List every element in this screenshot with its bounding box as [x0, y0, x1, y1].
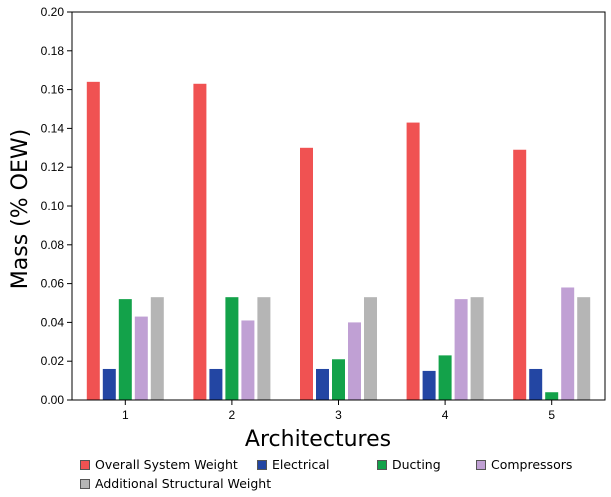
- y-tick-label: 0.08: [41, 238, 65, 252]
- y-tick-label: 0.16: [41, 83, 65, 97]
- bar-compressors-1: [134, 316, 148, 400]
- bar-compressors-3: [348, 322, 361, 400]
- y-tick-label: 0.10: [41, 199, 65, 213]
- bar-electrical-3: [316, 368, 329, 400]
- legend-label: Electrical: [272, 457, 330, 472]
- bar-overall-system-weight-4: [406, 122, 420, 400]
- x-tick-label: 1: [122, 408, 129, 422]
- y-axis: 0.00 0.02 0.04 0.06 0.08 0.10 0.12 0.14 0.16 0.18…: [41, 5, 72, 407]
- y-tick-label: 0.12: [41, 160, 65, 174]
- legend-item-ducting: Ducting: [377, 457, 441, 472]
- plot-frame: [71, 11, 606, 401]
- legend-swatch: [80, 478, 90, 489]
- bar-ducting-5: [545, 392, 559, 400]
- y-tick-label: 0.14: [41, 121, 65, 135]
- legend-swatch: [257, 459, 267, 470]
- legend-item-compressors: Compressors: [476, 457, 572, 472]
- bar-compressors-4: [454, 299, 468, 400]
- x-tick-label: 4: [442, 408, 449, 422]
- bar-additional-structural-weight-2: [257, 297, 271, 400]
- legend-label: Overall System Weight: [95, 457, 238, 472]
- x-tick-label: 3: [335, 408, 342, 422]
- legend-swatch: [80, 459, 90, 470]
- bar-additional-structural-weight-5: [577, 297, 591, 400]
- y-tick-label: 0.02: [41, 354, 65, 368]
- bar-compressors-5: [561, 287, 575, 400]
- legend-item-electrical: Electrical: [257, 457, 329, 472]
- legend-label: Compressors: [491, 457, 573, 472]
- x-axis: 1 2 3 4 5: [122, 400, 555, 422]
- bar-electrical-5: [529, 368, 543, 400]
- bar-electrical-1: [102, 368, 116, 400]
- bar-ducting-1: [118, 299, 132, 400]
- legend-swatch: [377, 459, 387, 470]
- y-tick-label: 0.00: [41, 393, 65, 407]
- x-tick-label: 2: [229, 408, 236, 422]
- bar-overall-system-weight-2: [193, 83, 207, 400]
- bar-compressors-2: [241, 320, 255, 400]
- y-tick-label: 0.04: [41, 315, 65, 329]
- legend-item-additional-structural-weight: Additional Structural Weight: [80, 476, 271, 491]
- bar-overall-system-weight-5: [513, 149, 527, 400]
- bar-overall-system-weight-3: [300, 147, 313, 400]
- bar-additional-structural-weight-3: [364, 297, 377, 400]
- y-tick-label: 0.20: [41, 5, 65, 19]
- bar-electrical-4: [422, 370, 436, 400]
- bar-additional-structural-weight-4: [470, 297, 484, 400]
- legend-label: Additional Structural Weight: [95, 476, 272, 491]
- bar-electrical-2: [209, 368, 223, 400]
- bar-ducting-3: [332, 359, 345, 400]
- legend-label: Ducting: [392, 457, 441, 472]
- x-tick-label: 5: [548, 408, 555, 422]
- bar-additional-structural-weight-1: [150, 297, 164, 400]
- bar-ducting-2: [225, 297, 239, 400]
- bars: [86, 81, 591, 400]
- bar-chart: 0.00 0.02 0.04 0.06 0.08 0.10 0.12 0.14 0.16 0.18…: [8, 5, 606, 452]
- legend-swatch: [476, 459, 486, 470]
- bar-overall-system-weight-1: [86, 81, 100, 400]
- x-axis-label: Architectures: [245, 427, 391, 452]
- y-tick-label: 0.06: [41, 277, 65, 291]
- y-axis-label: Mass (% OEW): [8, 129, 33, 289]
- legend-item-overall-system-weight: Overall System Weight: [80, 457, 238, 472]
- y-tick-label: 0.18: [41, 44, 65, 58]
- bar-ducting-4: [438, 355, 452, 400]
